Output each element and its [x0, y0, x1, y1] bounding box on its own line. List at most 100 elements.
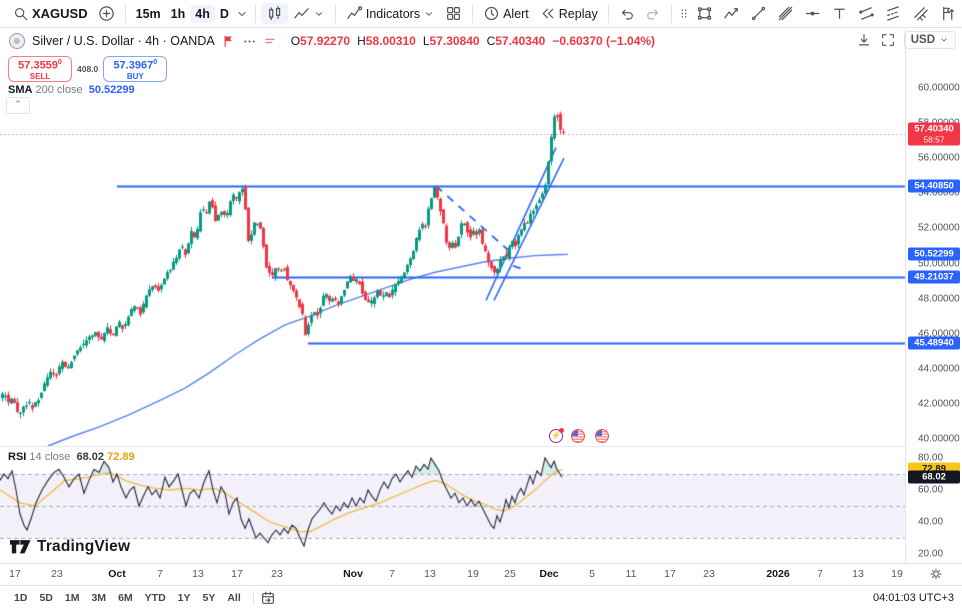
- pitchfork-tool[interactable]: [772, 3, 799, 24]
- horizontal-line-tool[interactable]: [799, 3, 826, 24]
- more-options-icon[interactable]: [242, 34, 257, 49]
- collapse-pane-button[interactable]: ⌃: [6, 97, 30, 114]
- range-YTD[interactable]: YTD: [144, 591, 166, 604]
- range-6M[interactable]: 6M: [118, 591, 133, 604]
- go-to-date-icon[interactable]: [260, 590, 276, 606]
- range-5D[interactable]: 5D: [39, 591, 53, 604]
- add-symbol-button[interactable]: [93, 3, 120, 24]
- range-1Y[interactable]: 1Y: [177, 591, 191, 604]
- time-axis[interactable]: 17 23 Oct 7 13 17 23 Nov 7 13 19 25 Dec 5 11 17 23 2026 7 1…: [0, 563, 962, 586]
- gann-tool[interactable]: [907, 3, 934, 24]
- chart-top-right-controls: USD: [856, 31, 956, 49]
- pane-separator[interactable]: [0, 446, 905, 447]
- timeframe-4h[interactable]: 4h: [190, 4, 215, 23]
- undo-button[interactable]: [614, 4, 640, 24]
- replay-button[interactable]: Replay: [534, 3, 603, 24]
- us-economic-event-icon[interactable]: [571, 429, 585, 443]
- toolbar-divider: [670, 4, 672, 23]
- download-icon[interactable]: [856, 32, 872, 48]
- flag-marker-tool[interactable]: [934, 3, 961, 24]
- change-value: −0.60370 (−1.04%): [552, 34, 656, 48]
- price-tick: 56.00000: [918, 152, 960, 164]
- rsi-tick: 20.00: [918, 548, 944, 560]
- toolbar-divider: [254, 4, 256, 23]
- open-value: 57.92270: [300, 34, 351, 48]
- rsi-ma-value: 72.89: [107, 451, 135, 463]
- layout-grid-button[interactable]: [440, 3, 467, 24]
- time-tick: Oct: [108, 568, 126, 580]
- timeframe-D[interactable]: D: [219, 6, 229, 21]
- price-tick: 40.00000: [918, 433, 960, 445]
- time-tick: 19: [467, 568, 479, 580]
- line-price-label: 54.40850: [908, 179, 960, 193]
- indicators-button[interactable]: Indicators: [341, 3, 440, 24]
- drawing-tools-handle[interactable]: [677, 4, 691, 23]
- rsi-value-label: 68.02: [908, 470, 960, 484]
- redo-button[interactable]: [640, 4, 666, 24]
- price-tick: 46.00000: [918, 328, 960, 340]
- trade-panel: 57.35590 SELL 408.0 57.39670 BUY: [8, 56, 168, 82]
- layout-grid-icon: [445, 5, 462, 22]
- polyline-tool[interactable]: [718, 3, 745, 24]
- symbol-name: XAGUSD: [32, 6, 88, 21]
- sma-legend[interactable]: SMA 200 close 50.52299: [8, 84, 135, 96]
- price-tick: 54.00000: [918, 187, 960, 199]
- sma-params: 200 close: [35, 84, 83, 96]
- flash-event-icon[interactable]: ⚡: [549, 428, 564, 443]
- sell-button[interactable]: 57.35590 SELL: [8, 56, 72, 82]
- flag-marker-icon: [939, 5, 956, 22]
- compare-icon[interactable]: [263, 34, 277, 48]
- spread-value: 408.0: [77, 64, 99, 74]
- chart-style-candles-button[interactable]: [260, 3, 288, 24]
- alert-button[interactable]: Alert: [478, 3, 534, 24]
- time-tick: 25: [504, 568, 516, 580]
- instrument-logo-icon: [8, 32, 26, 50]
- chart-style-line-button[interactable]: [288, 3, 330, 24]
- symbol-title[interactable]: Silver / U.S. Dollar · 4h · OANDA: [32, 34, 215, 48]
- sma-value: 50.52299: [88, 84, 135, 96]
- time-tick: 7: [157, 568, 163, 580]
- timezone-settings-gear-icon[interactable]: [929, 567, 943, 581]
- price-tick: 42.00000: [918, 398, 960, 410]
- close-value: 57.40340: [495, 34, 546, 48]
- tradingview-watermark: TradingView: [10, 538, 130, 556]
- tradingview-logo-icon: [10, 539, 32, 555]
- range-All[interactable]: All: [227, 591, 241, 604]
- date-range-group: 1D 5D 1M 3M 6M YTD 1Y 5Y All: [8, 590, 247, 606]
- rsi-legend[interactable]: RSI 14 close 68.02 72.89: [8, 451, 135, 463]
- session-clock[interactable]: 04:01:03 UTC+3: [872, 591, 954, 604]
- buy-button[interactable]: 57.39670 BUY: [103, 56, 168, 82]
- parallel-channel-tool[interactable]: [853, 3, 880, 24]
- regression-channel-tool[interactable]: [880, 3, 907, 24]
- us-economic-event-icon[interactable]: [595, 429, 609, 443]
- currency-selector[interactable]: USD: [903, 31, 956, 49]
- timeframe-1h[interactable]: 1h: [170, 6, 186, 21]
- time-tick: 2026: [766, 568, 790, 580]
- sell-label: SELL: [29, 71, 51, 81]
- range-5Y[interactable]: 5Y: [202, 591, 216, 604]
- text-tool[interactable]: [826, 3, 853, 24]
- currency-label: USD: [910, 34, 935, 46]
- timeframe-15m[interactable]: 15m: [135, 6, 161, 21]
- toolbar-divider: [124, 4, 126, 23]
- regression-channel-icon: [885, 5, 902, 22]
- line-chart-icon: [293, 5, 310, 22]
- selection-rectangle-tool[interactable]: [691, 3, 718, 24]
- rsi-tick: 60.00: [918, 484, 944, 496]
- time-tick: 13: [852, 568, 864, 580]
- range-1M[interactable]: 1M: [64, 591, 80, 604]
- fullscreen-icon[interactable]: [880, 32, 896, 48]
- price-axis[interactable]: 60.0000058.0000056.0000054.0000052.00000…: [905, 29, 962, 563]
- chevron-down-icon: [939, 35, 949, 45]
- timeframe-menu-button[interactable]: [234, 5, 250, 23]
- drag-handle-icon: [678, 6, 690, 21]
- text-tool-icon: [831, 5, 848, 22]
- top-toolbar: XAGUSD 15m 1h 4h D Indicators Alert Replay: [0, 0, 962, 28]
- trend-line-tool[interactable]: [745, 3, 772, 24]
- flag-icon[interactable]: [221, 34, 236, 49]
- symbol-search-button[interactable]: XAGUSD: [8, 4, 93, 24]
- range-1D[interactable]: 1D: [14, 591, 28, 604]
- time-tick: 13: [424, 568, 436, 580]
- range-3M[interactable]: 3M: [91, 591, 107, 604]
